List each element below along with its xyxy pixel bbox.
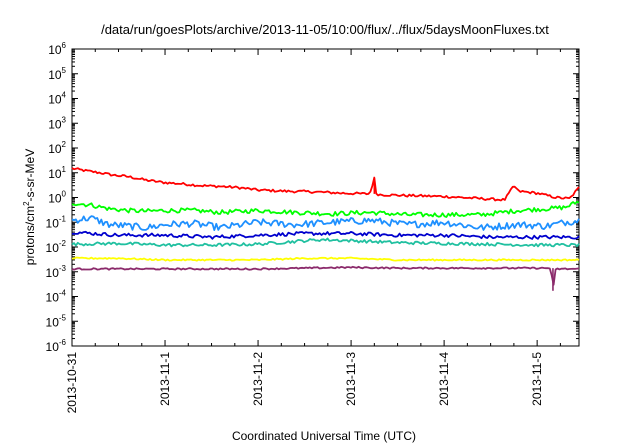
y-tick-label: 104 <box>48 91 66 107</box>
y-tick-label: 10-1 <box>46 214 67 230</box>
series-line <box>71 230 580 240</box>
series-line <box>71 167 580 202</box>
y-tick-label: 10-5 <box>46 313 67 329</box>
y-tick-label: 101 <box>48 165 66 181</box>
x-tick-label: 2013-11-4 <box>437 352 451 406</box>
y-axis-label: protons/cm2-s-sr-MeV <box>22 149 37 265</box>
chart-title: /data/run/goesPlots/archive/2013-11-05/1… <box>101 22 549 37</box>
series-line <box>71 265 580 286</box>
y-tick-label: 10-3 <box>46 264 67 280</box>
y-tick-label: 103 <box>48 115 66 131</box>
series-line <box>71 237 580 248</box>
y-tick-label: 106 <box>48 41 66 57</box>
y-tick-label: 10-2 <box>46 239 67 255</box>
y-tick-label: 10-6 <box>46 338 67 354</box>
x-tick-label: 2013-11-1 <box>158 352 172 406</box>
y-tick-label: 102 <box>48 140 66 156</box>
series-line <box>71 215 580 232</box>
x-tick-label: 2013-11-2 <box>251 352 265 406</box>
plot-area: 106 105 104 103 102 101 100 10-1 10-2 10-3 10-4 10-… <box>46 41 580 414</box>
y-tick-label: 100 <box>48 190 66 206</box>
x-axis-label: Coordinated Universal Time (UTC) <box>232 429 416 443</box>
x-tick-label: 2013-10-31 <box>65 352 79 414</box>
series-line <box>71 200 580 218</box>
plot-frame <box>71 48 580 347</box>
x-tick-label: 2013-11-3 <box>344 352 358 406</box>
x-tick-label: 2013-11-5 <box>530 352 544 406</box>
y-tick-label: 10-4 <box>46 289 67 305</box>
y-tick-label: 105 <box>48 66 66 82</box>
series-line <box>71 256 580 262</box>
